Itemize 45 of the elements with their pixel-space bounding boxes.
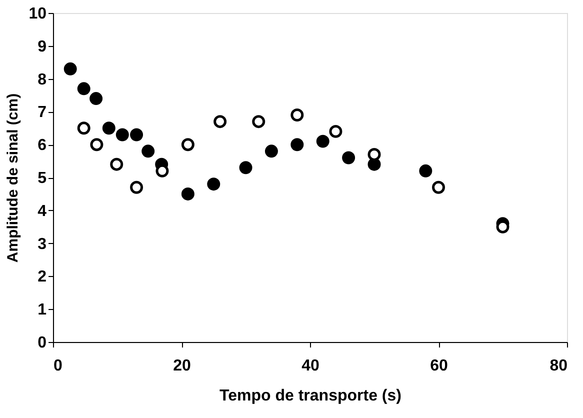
point xyxy=(214,115,227,128)
y-tick-label: 1 xyxy=(38,302,47,319)
point xyxy=(290,108,304,122)
point xyxy=(77,82,90,96)
point xyxy=(342,151,356,164)
point xyxy=(90,138,104,152)
point xyxy=(77,122,90,135)
point xyxy=(290,138,304,152)
x-tick-label: 80 xyxy=(550,358,568,374)
y-tick-label: 7 xyxy=(38,104,47,122)
point xyxy=(90,92,103,106)
point xyxy=(329,124,342,138)
y-tick-label: 6 xyxy=(38,137,47,154)
point xyxy=(142,144,155,158)
point xyxy=(239,161,252,174)
y-tick-label: 0 xyxy=(38,334,47,352)
y-tick-label: 10 xyxy=(28,6,47,22)
point xyxy=(64,62,77,76)
x-axis-title: Tempo de transporte (s) xyxy=(220,388,402,404)
point xyxy=(116,128,129,142)
point xyxy=(181,138,194,152)
point xyxy=(264,144,278,158)
y-tick-label: 5 xyxy=(38,170,47,187)
y-tick-label: 9 xyxy=(38,38,47,56)
point xyxy=(130,180,144,194)
x-tick-label: 40 xyxy=(302,358,320,374)
point xyxy=(252,115,266,128)
point xyxy=(432,180,445,194)
y-tick-label: 2 xyxy=(38,268,47,286)
point xyxy=(419,164,432,178)
point xyxy=(181,187,194,200)
y-tick-label: 8 xyxy=(38,71,47,88)
y-tick-label: 3 xyxy=(38,236,47,253)
point xyxy=(316,134,330,148)
y-tick-label: 4 xyxy=(38,202,47,220)
point xyxy=(368,158,381,171)
point xyxy=(368,148,381,161)
x-tick-label: 60 xyxy=(430,358,448,374)
x-tick-label: 20 xyxy=(173,358,191,374)
x-tick-label: 0 xyxy=(54,358,62,374)
point xyxy=(207,178,220,191)
point xyxy=(130,128,144,142)
point xyxy=(102,122,116,135)
y-axis-title: Amplitude de sinal (cm) xyxy=(4,93,22,263)
point xyxy=(110,158,124,171)
